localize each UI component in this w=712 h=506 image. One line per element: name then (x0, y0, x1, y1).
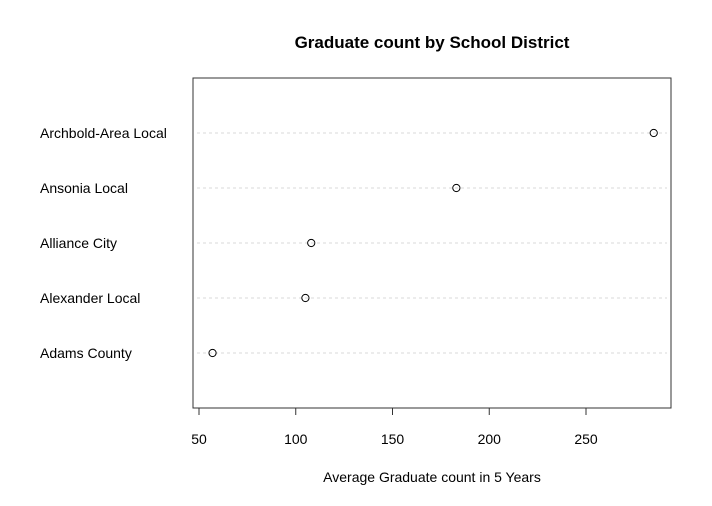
x-tick-label: 100 (284, 431, 308, 447)
category-labels: Adams County Alexander Local Alliance City… (40, 125, 167, 361)
x-axis: 50 100 150 200 250 (191, 407, 598, 447)
data-point (307, 238, 316, 248)
category-label: Alexander Local (40, 290, 140, 306)
x-tick-label: 200 (478, 431, 502, 447)
data-point (649, 128, 658, 138)
data-point (208, 348, 217, 358)
data-point (452, 183, 461, 193)
x-tick-label: 50 (191, 431, 207, 447)
x-tick-label: 150 (381, 431, 405, 447)
data-points (208, 128, 658, 358)
data-point (301, 293, 310, 303)
grid-layer (197, 132, 667, 354)
category-label: Alliance City (40, 235, 117, 251)
category-label: Archbold-Area Local (40, 125, 167, 141)
x-tick-label: 250 (574, 431, 598, 447)
chart-title: Graduate count by School District (295, 33, 570, 52)
category-label: Ansonia Local (40, 180, 128, 196)
category-label: Adams County (40, 345, 132, 361)
x-axis-label: Average Graduate count in 5 Years (323, 469, 541, 485)
